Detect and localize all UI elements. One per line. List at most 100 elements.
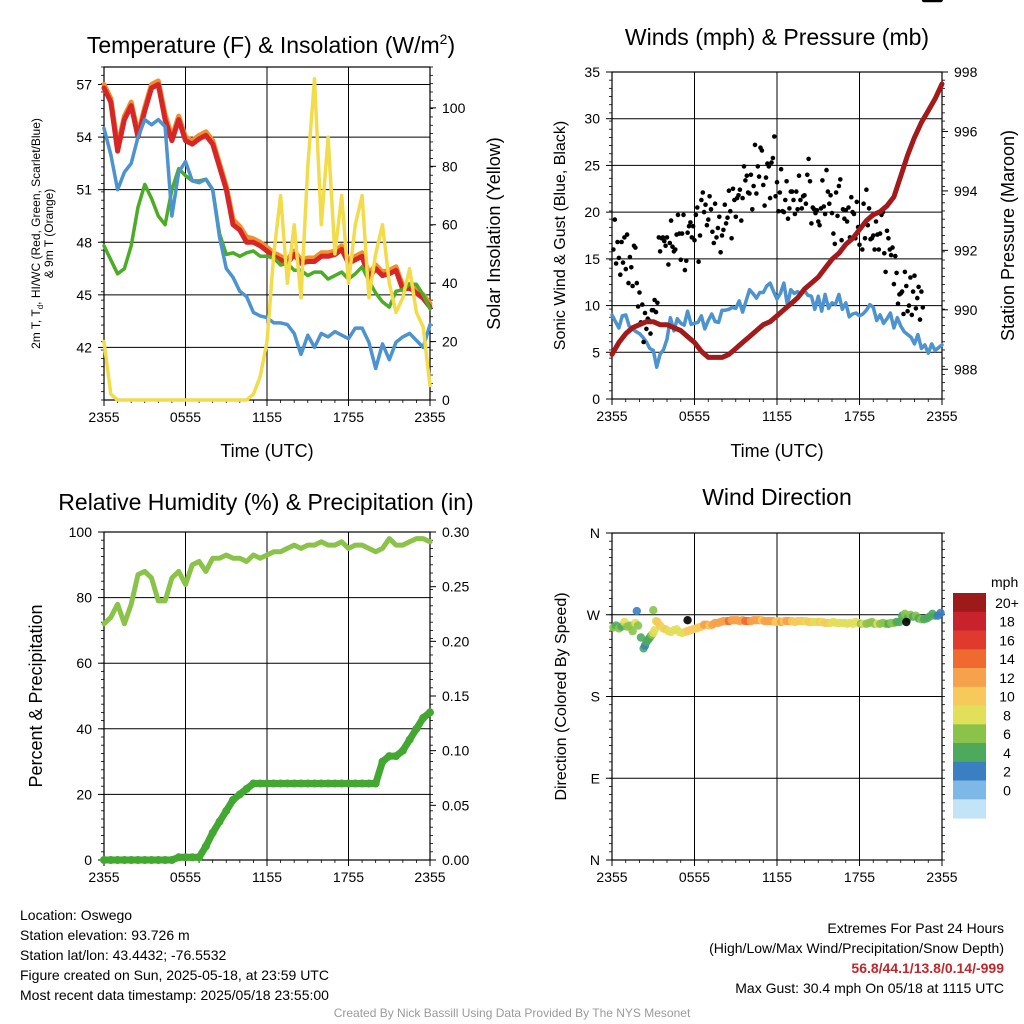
y-right-tick-label: 0 [442, 392, 450, 408]
colorbar-label: 2 [1003, 764, 1011, 780]
relative-humidity-line [101, 536, 433, 627]
y-right-tick-label: 0.30 [442, 524, 469, 540]
gust-point [729, 236, 734, 241]
gust-point [612, 217, 618, 222]
precipitation-point [358, 779, 367, 788]
x-tick-label: 2355 [926, 869, 957, 885]
gust-point [799, 206, 805, 211]
max-gust: Max Gust: 30.4 mph On 05/18 at 1115 UTC [735, 980, 1004, 996]
gust-point [884, 228, 890, 234]
gust-point [916, 284, 921, 290]
temp-title-end: ) [447, 32, 455, 58]
temp-series-line [101, 82, 433, 310]
y-right-tick-label: 998 [954, 64, 978, 80]
precipitation-point [269, 779, 278, 788]
temp-y-axis-label-group: 2m T, Td, HI/WC (Red, Green, Scarlet/Blu… [29, 118, 56, 349]
station-latlon: Station lat/lon: 43.4432; -76.5532 [20, 947, 227, 963]
gust-point [652, 297, 657, 303]
gust-point [634, 280, 640, 286]
precipitation-point [201, 842, 210, 851]
gust-point [728, 208, 733, 214]
gust-point [816, 219, 821, 224]
precipitation-point [229, 795, 237, 804]
x-tick-label: 2355 [88, 869, 119, 885]
gust-point [744, 173, 750, 178]
gust-point [733, 214, 739, 220]
colorbar-label: 20+ [995, 595, 1019, 611]
gust-point [737, 187, 743, 192]
temp-x-axis-label: Time (UTC) [220, 441, 313, 461]
temp-y-axis-label: 2m T, Td, HI/WC (Red, Green, Scarlet/Blu… [29, 118, 45, 349]
x-tick-label: 1155 [762, 408, 792, 424]
gust-point [759, 148, 765, 153]
precipitation-point [249, 779, 258, 788]
temp-right-axis-label: Solar Insolation (Yellow) [484, 137, 504, 329]
gust-point [770, 155, 776, 161]
y-right-tick-label: 40 [442, 275, 458, 291]
gust-point [629, 265, 634, 270]
gust-point [824, 167, 829, 173]
precipitation-point [297, 779, 305, 788]
gust-point [712, 201, 718, 206]
y-tick-label: 10 [584, 298, 600, 314]
wind-chart-title: Winds (mph) & Pressure (mb) [625, 24, 929, 50]
precipitation-point [256, 779, 265, 788]
gust-point [673, 247, 678, 252]
colorbar-label: 0 [1003, 782, 1011, 798]
gust-point [909, 312, 915, 318]
gust-point [882, 251, 887, 256]
precipitation-point [113, 856, 122, 864]
precipitation-point [290, 779, 299, 788]
gust-point [755, 164, 761, 169]
y-tick-label: 25 [584, 157, 600, 173]
temp-series-line [102, 166, 432, 311]
precipitation-point [405, 735, 414, 744]
wind-direction-point [633, 621, 643, 630]
gust-point [894, 270, 899, 276]
gust-point [741, 164, 747, 169]
gust-point [752, 142, 758, 148]
gust-point [831, 231, 836, 236]
gust-point [778, 166, 784, 172]
colorbar-label: 6 [1003, 726, 1011, 742]
gust-point [938, 0, 943, 3]
precipitation-point [385, 752, 394, 761]
precipitation-point [276, 779, 285, 788]
precipitation-point [167, 856, 176, 864]
y-right-tick-label: 992 [954, 242, 978, 258]
gust-point [769, 160, 774, 165]
gust-point [616, 255, 622, 261]
precipitation-point [215, 817, 224, 826]
precipitation-point [208, 828, 217, 837]
gust-point [912, 273, 917, 279]
y-tick-label: 30 [584, 111, 600, 127]
precipitation-point [324, 779, 333, 788]
precipitation-point [337, 779, 346, 788]
station-location: Location: Oswego [20, 907, 133, 923]
gust-point [718, 250, 723, 255]
gust-point [761, 182, 766, 188]
gust-point [814, 208, 820, 213]
gust-point [711, 240, 717, 246]
pressure-line [609, 81, 945, 360]
y-right-tick-label: 80 [442, 158, 458, 174]
y-tick-label: 100 [69, 524, 93, 540]
gust-point [657, 249, 663, 254]
colorbar-swatch [953, 705, 986, 725]
station-info: Location: Oswego Station elevation: 93.7… [20, 905, 329, 1005]
gust-point [663, 243, 668, 249]
temp-ylabel-part2: , HI/WC (Red, Green, Scarlet/Blue) [29, 118, 43, 305]
recent-timestamp: Most recent data timestamp: 2025/05/18 2… [20, 987, 329, 1003]
y-tick-label: 80 [76, 590, 92, 606]
gust-point [873, 219, 879, 224]
x-tick-label: 1755 [844, 869, 875, 885]
gust-point [706, 217, 711, 222]
gust-point [619, 239, 624, 245]
gust-point [854, 199, 860, 205]
gust-point [838, 177, 843, 182]
gust-point [832, 241, 838, 247]
precipitation-point [100, 856, 108, 864]
gust-point [714, 235, 719, 240]
colorbar-swatch [953, 649, 986, 669]
y-tick-label: 40 [76, 721, 92, 737]
